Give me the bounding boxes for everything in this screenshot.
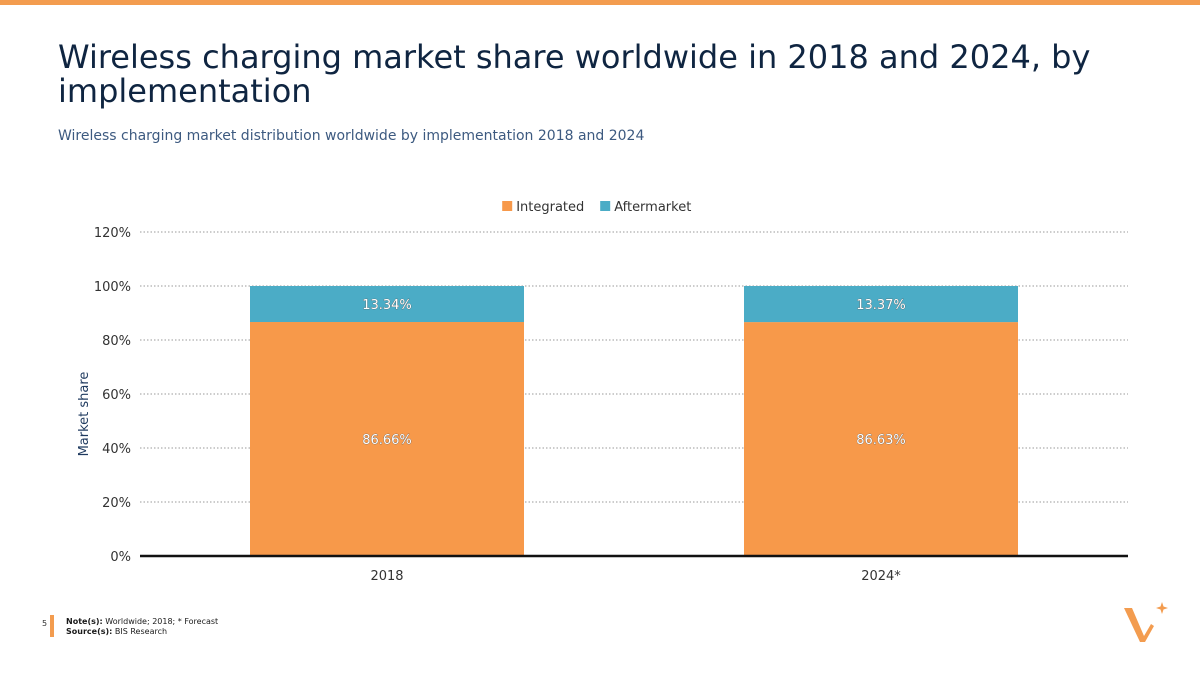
legend-label-aftermarket: Aftermarket (614, 200, 691, 215)
footer-accent-bar (50, 615, 54, 637)
x-tick-label: 2018 (370, 569, 403, 584)
note-label: Note(s): (66, 617, 103, 626)
y-axis-label: Market share (77, 372, 92, 457)
data-label: 13.37% (856, 298, 906, 313)
brand-logo-icon (1124, 602, 1168, 642)
page-number: 5 (42, 619, 48, 628)
y-tick-label: 120% (94, 226, 131, 241)
bar-integrated (744, 322, 1018, 556)
source-line: Source(s): BIS Research (66, 627, 218, 637)
note-line: Note(s): Worldwide; 2018; * Forecast (66, 617, 218, 627)
page-subtitle: Wireless charging market distribution wo… (58, 128, 645, 144)
source-text: BIS Research (114, 627, 168, 636)
legend-swatch-integrated (502, 201, 513, 211)
bar-integrated (250, 322, 524, 556)
data-label: 13.34% (362, 298, 412, 313)
page-title: Wireless charging market share worldwide… (58, 38, 1091, 110)
y-tick-label: 100% (94, 280, 131, 295)
footer-notes: Note(s): Worldwide; 2018; * Forecast Sou… (66, 617, 218, 637)
top-accent-bar (0, 0, 1200, 5)
y-tick-label: 20% (102, 496, 131, 511)
source-label: Source(s): (66, 627, 113, 636)
note-text: Worldwide; 2018; * Forecast (105, 617, 219, 626)
data-label: 86.63% (856, 433, 906, 448)
y-tick-label: 40% (102, 442, 131, 457)
bar-aftermarket (744, 286, 1018, 323)
x-tick-label: 2024* (861, 569, 901, 584)
data-label: 86.66% (362, 433, 412, 448)
y-tick-label: 0% (110, 550, 131, 565)
bar-aftermarket (250, 286, 524, 323)
y-tick-label: 80% (102, 334, 131, 349)
legend-label-integrated: Integrated (516, 200, 584, 215)
legend-swatch-aftermarket (600, 201, 611, 211)
y-tick-label: 60% (102, 388, 131, 403)
